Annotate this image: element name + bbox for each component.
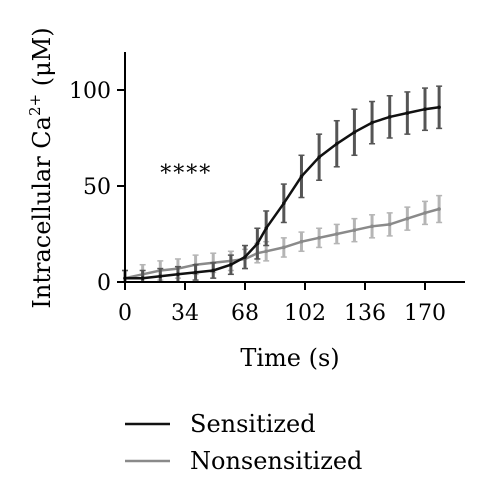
data-point-nonsensitized <box>317 236 321 240</box>
data-point-sensitized <box>140 276 145 280</box>
significance-annotation: **** <box>160 162 212 187</box>
data-point-sensitized <box>317 155 321 159</box>
x-tick-label-0: 0 <box>118 301 132 326</box>
data-point-sensitized <box>299 174 304 179</box>
data-point-sensitized <box>211 268 216 273</box>
data-point-sensitized <box>193 270 198 275</box>
data-point-sensitized <box>255 241 260 246</box>
y-axis-title: Intracellular Ca2+ (μM) <box>26 27 56 308</box>
y-axis-title-unit: (μM) <box>28 27 56 94</box>
series-line-sensitized <box>125 106 440 280</box>
data-point-sensitized <box>423 107 427 111</box>
legend: Sensitized Nonsensitized <box>125 410 362 475</box>
data-point-sensitized <box>352 130 357 135</box>
data-point-sensitized <box>405 111 410 115</box>
data-point-sensitized <box>437 105 441 110</box>
data-point-sensitized <box>243 255 247 259</box>
series-layer <box>122 85 443 283</box>
y-tick-label-100: 100 <box>69 79 111 104</box>
data-point-nonsensitized <box>264 249 268 254</box>
data-point-nonsensitized <box>405 216 410 221</box>
data-point-sensitized <box>387 115 392 119</box>
y-ticks: 0 50 100 <box>69 79 125 296</box>
series-nonsensitized <box>122 194 443 283</box>
data-point-nonsensitized <box>387 222 392 227</box>
x-tick-label-34: 34 <box>171 301 199 326</box>
y-tick-label-50: 50 <box>83 175 111 200</box>
x-tick-label-136: 136 <box>344 301 386 326</box>
legend-label-sensitized: Sensitized <box>190 410 316 438</box>
data-point-nonsensitized <box>334 232 339 236</box>
series-line-nonsensitized <box>124 207 440 280</box>
y-axis-title-main: Intracellular Ca <box>28 116 56 309</box>
data-point-sensitized <box>282 201 286 206</box>
y-tick-label-0: 0 <box>97 271 111 296</box>
x-tick-label-68: 68 <box>231 301 259 326</box>
data-point-sensitized <box>229 262 233 267</box>
data-point-nonsensitized <box>370 224 374 229</box>
data-point-nonsensitized <box>437 207 441 211</box>
data-point-sensitized <box>264 226 268 231</box>
data-point-sensitized <box>370 120 374 125</box>
x-axis-title: Time (s) <box>240 344 339 372</box>
data-point-nonsensitized <box>423 211 427 215</box>
data-point-nonsensitized <box>282 245 286 250</box>
y-axis-title-superscript: 2+ <box>26 94 44 116</box>
legend-label-nonsensitized: Nonsensitized <box>190 447 362 475</box>
x-tick-label-102: 102 <box>284 301 326 326</box>
x-tick-label-170: 170 <box>404 301 446 326</box>
data-point-nonsensitized <box>352 228 357 232</box>
data-point-sensitized <box>334 141 339 146</box>
data-point-sensitized <box>176 272 180 277</box>
data-point-sensitized <box>158 274 163 279</box>
data-point-nonsensitized <box>299 239 304 244</box>
x-ticks: 0 34 68 102 136 170 <box>118 282 446 326</box>
